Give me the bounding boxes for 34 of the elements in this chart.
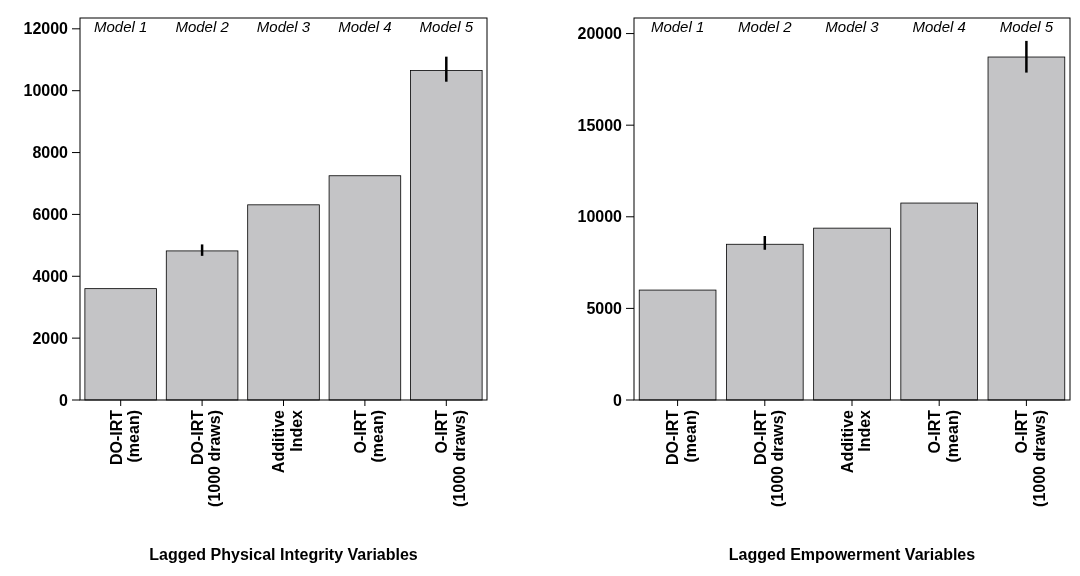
x-tick-label: Additive Index: [838, 409, 874, 474]
y-tick-label: 20000: [577, 25, 623, 43]
y-tick-label: 8000: [32, 144, 69, 162]
annotation: Model 5: [419, 18, 474, 35]
annotation: Model 5: [999, 18, 1054, 35]
y-tick-label: 12000: [23, 20, 69, 38]
annotation: Model 4: [912, 18, 966, 35]
y-tick-label: 15000: [577, 116, 623, 134]
y-tick-label: 6000: [32, 206, 69, 224]
annotation: Model 1: [94, 18, 148, 35]
annotation: Model 3: [256, 18, 311, 35]
x-tick-label: O-IRT (1000 draws): [433, 409, 468, 507]
annotation: Model 1: [650, 18, 705, 35]
x-tick-label: DO-IRT (mean): [107, 409, 143, 466]
x-tick-label: Additive Index: [270, 409, 305, 474]
annotation: Model 3: [825, 18, 880, 35]
x-tick-label: O-IRT (mean): [926, 409, 961, 463]
y-tick-label: 5000: [586, 299, 623, 317]
x-tick-label: DO-IRT (1000 draws): [188, 409, 224, 507]
y-tick-label: 0: [59, 391, 69, 409]
x-tick-label: DO-IRT (1000 draws): [751, 409, 787, 507]
x-axis-title: Lagged Physical Integrity Variables: [149, 546, 418, 563]
x-axis-title: Lagged Empowerment Variables: [728, 546, 976, 563]
y-tick-label: 0: [613, 391, 623, 409]
y-tick-label: 10000: [23, 82, 69, 100]
annotation: Model 4: [338, 18, 392, 35]
x-tick-label: O-IRT (mean): [351, 409, 387, 463]
x-tick-label: O-IRT (1000 draws): [1013, 409, 1048, 507]
x-tick-label: DO-IRT (mean): [664, 409, 699, 466]
y-tick-label: 2000: [32, 329, 69, 347]
y-tick-label: 10000: [577, 208, 623, 226]
annotation: Model 2: [175, 18, 230, 35]
annotation: Model 2: [738, 18, 793, 35]
y-tick-label: 4000: [32, 267, 69, 285]
